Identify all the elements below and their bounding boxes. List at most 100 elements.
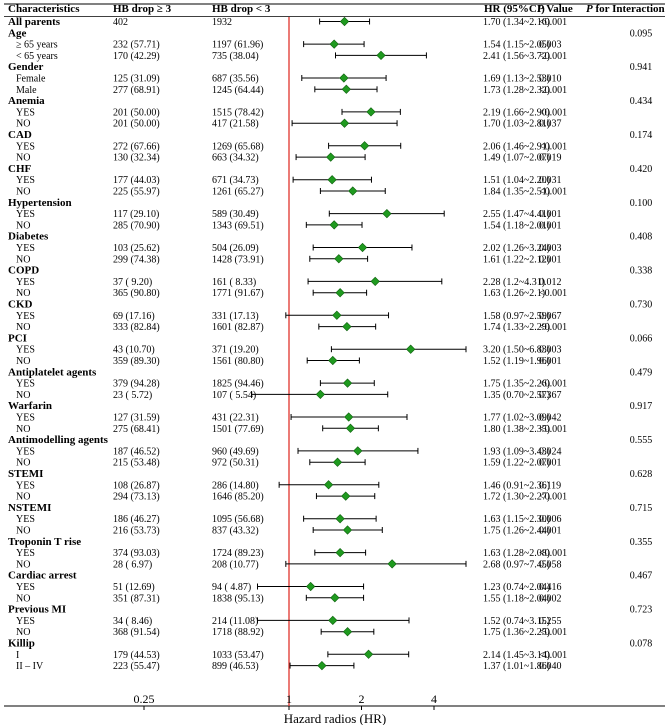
p-value: 0.031 xyxy=(539,175,562,186)
hr-ci-text: 1.55 (1.18~2.04) xyxy=(483,593,550,604)
group-label: CAD xyxy=(8,129,32,141)
hr-ci-text: 1.80 (1.38~2.35) xyxy=(483,424,550,435)
hb-drop-ge3-value: 232 (57.71) xyxy=(113,40,160,51)
hb-drop-ge3-value: 125 (31.09) xyxy=(113,74,160,85)
hb-drop-lt3-value: 331 (17.13) xyxy=(212,311,259,322)
p-value: <0.001 xyxy=(539,288,567,299)
hb-drop-lt3-value: 1033 (53.47) xyxy=(212,650,264,661)
p-value: <0.001 xyxy=(539,51,567,62)
group-label: Hypertension xyxy=(8,197,72,209)
hr-ci-text: 1.61 (1.22~2.12) xyxy=(483,254,550,265)
hb-drop-ge3-value: 69 (17.16) xyxy=(113,311,155,322)
p-value: 0.042 xyxy=(539,413,562,424)
header-p-rest: Value xyxy=(544,3,573,15)
hb-drop-lt3-value: 1515 (78.42) xyxy=(212,107,264,118)
p-interaction-value: 0.078 xyxy=(630,639,653,650)
hb-drop-ge3-value: 374 (93.03) xyxy=(113,548,160,559)
hb-drop-lt3-value: 1601 (82.87) xyxy=(212,322,264,333)
subgroup-label: NO xyxy=(16,187,30,198)
hr-point-marker xyxy=(334,254,344,264)
hb-drop-ge3-value: 34 ( 8.46) xyxy=(113,616,152,627)
p-value: 0.255 xyxy=(539,616,562,627)
hr-ci-text: 1.75 (1.35~2.26) xyxy=(483,379,550,390)
hr-point-marker xyxy=(387,559,397,569)
hr-point-marker xyxy=(306,581,316,592)
hb-drop-ge3-value: 43 (10.70) xyxy=(113,345,155,356)
hr-ci-text: 1.52 (1.19~1.96) xyxy=(483,356,550,367)
hb-drop-ge3-value: 130 (32.34) xyxy=(113,153,160,164)
p-value: 0.012 xyxy=(539,277,562,288)
hr-point-marker xyxy=(376,50,386,61)
x-tick-label: 1 xyxy=(286,692,292,706)
hb-drop-lt3-value: 1646 (85.20) xyxy=(212,492,264,503)
p-interaction-value: 0.628 xyxy=(630,469,653,480)
p-value: 0.001 xyxy=(539,356,562,367)
subgroup-label: YES xyxy=(16,616,35,627)
hr-ci-text: 2.41 (1.56~3.72) xyxy=(483,51,550,62)
p-interaction-value: 0.100 xyxy=(630,198,653,209)
hb-drop-lt3-value: 417 (21.58) xyxy=(212,119,259,130)
subgroup-label: YES xyxy=(16,413,35,424)
p-interaction-value: 0.420 xyxy=(630,164,653,175)
p-value: 0.001 xyxy=(539,458,562,469)
hb-drop-ge3-value: 285 (70.90) xyxy=(113,220,160,231)
hr-point-marker xyxy=(332,457,343,467)
subgroup-label: Female xyxy=(16,74,46,85)
hr-ci-text: 2.55 (1.47~4.41) xyxy=(483,209,550,220)
p-value: 0.006 xyxy=(539,514,562,525)
p-interaction-value: 0.723 xyxy=(630,605,653,616)
subgroup-label: YES xyxy=(16,480,35,491)
hb-drop-ge3-value: 51 (12.69) xyxy=(113,582,155,593)
subgroup-label: NO xyxy=(16,322,30,333)
hb-drop-ge3-value: 108 (26.87) xyxy=(113,480,160,491)
p-interaction-value: 0.434 xyxy=(630,96,653,107)
p-value: <0.001 xyxy=(539,322,567,333)
p-value: 0.003 xyxy=(539,243,562,254)
subgroup-label: NO xyxy=(16,492,30,503)
hb-drop-lt3-value: 1724 (89.23) xyxy=(212,548,264,559)
hb-drop-ge3-value: 177 (44.03) xyxy=(113,175,160,186)
p-value: 0.058 xyxy=(539,559,562,570)
hr-point-marker xyxy=(339,73,349,83)
subgroup-label: NO xyxy=(16,153,30,164)
p-value: <0.001 xyxy=(539,85,567,96)
hb-drop-lt3-value: 286 (14.80) xyxy=(212,480,259,491)
p-value: 0.010 xyxy=(539,74,562,85)
subgroup-label: NO xyxy=(16,559,30,570)
subgroup-label: YES xyxy=(16,514,35,525)
p-value: 0.067 xyxy=(539,311,562,322)
header-characteristics: Characteristics xyxy=(8,3,80,15)
hr-point-marker xyxy=(335,288,345,298)
header-hb-drop-ge3: HB drop ≥ 3 xyxy=(113,3,172,15)
hb-drop-lt3-value: 208 (10.77) xyxy=(212,559,259,570)
hr-point-marker xyxy=(353,446,363,456)
subgroup-label: NO xyxy=(16,356,30,367)
group-label: CKD xyxy=(8,299,33,311)
hr-point-marker xyxy=(342,378,353,388)
p-interaction-value: 0.408 xyxy=(630,232,653,243)
p-interaction-value: 0.917 xyxy=(630,401,653,412)
hr-ci-text: 1.75 (1.26~2.44) xyxy=(483,526,550,537)
hr-ci-text: 1.70 (1.34~2.16) xyxy=(483,17,550,28)
hb-drop-ge3-value: 216 (53.73) xyxy=(113,526,160,537)
hr-ci-text: 1.52 (0.74~3.15) xyxy=(483,616,550,627)
hr-point-marker xyxy=(328,615,338,626)
p-value: <0.001 xyxy=(539,627,567,638)
hr-ci-text: 1.51 (1.04~2.20) xyxy=(483,175,550,186)
x-tick-label: 0.25 xyxy=(134,692,155,706)
group-label: CHF xyxy=(8,163,32,175)
hr-ci-text: 1.75 (1.36~2.25) xyxy=(483,627,550,638)
subgroup-label: NO xyxy=(16,390,30,401)
hr-point-marker xyxy=(363,649,374,659)
hb-drop-lt3-value: 837 (43.32) xyxy=(212,526,259,537)
hr-ci-text: 1.54 (1.15~2.05) xyxy=(483,40,550,51)
hr-ci-text: 1.35 (0.70~2.57) xyxy=(483,390,550,401)
hr-point-marker xyxy=(339,16,350,27)
hr-point-marker xyxy=(328,355,338,366)
p-interaction-value: 0.095 xyxy=(630,28,653,39)
p-value: <0.001 xyxy=(539,17,567,28)
hb-drop-lt3-value: 1245 (64.44) xyxy=(212,85,264,96)
hb-drop-ge3-value: 365 (90.80) xyxy=(113,288,160,299)
hb-drop-ge3-value: 187 (46.52) xyxy=(113,446,160,457)
hr-point-marker xyxy=(370,276,380,287)
